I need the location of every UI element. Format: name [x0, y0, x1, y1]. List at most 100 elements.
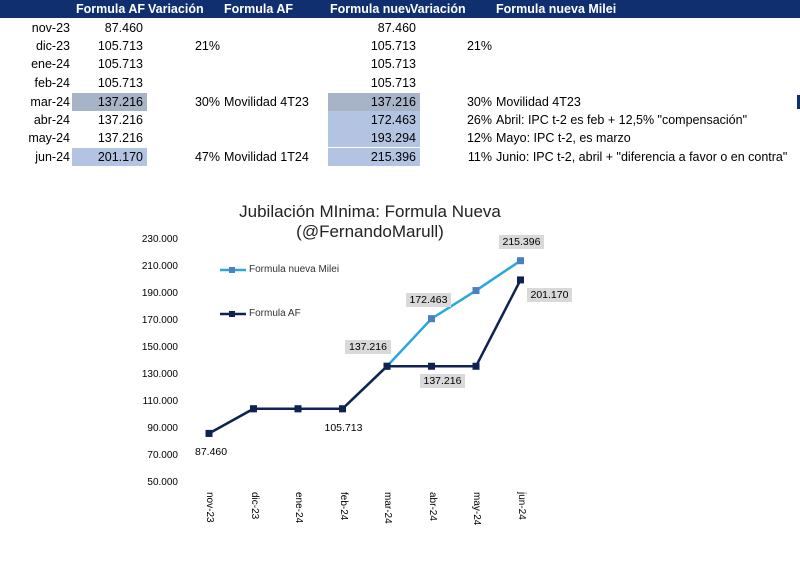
variacion-2-cell[interactable]: 21% — [466, 39, 492, 53]
date-cell[interactable]: may-24 — [28, 131, 70, 145]
y-tick-label: 190.000 — [141, 288, 178, 299]
x-tick-label: feb-24 — [337, 492, 349, 521]
date-cell[interactable]: jun-24 — [35, 150, 70, 164]
data-point-af[interactable] — [294, 405, 302, 413]
data-label: 137.216 — [419, 374, 466, 389]
scroll-edge-marker — [797, 95, 800, 109]
formula-af-cell[interactable]: 105.713 — [97, 76, 143, 90]
variacion-cell[interactable]: 30% — [194, 95, 220, 109]
variacion-cell[interactable]: 21% — [194, 39, 220, 53]
header-formula-af-2[interactable]: Formula AF — [224, 2, 293, 16]
formula-af-cell[interactable]: 105.713 — [97, 39, 143, 53]
x-tick-label: ene-24 — [293, 492, 304, 524]
x-tick-label: jun-24 — [515, 492, 527, 520]
legend-label-af: Formula AF — [249, 308, 301, 319]
x-tick-label: may-24 — [471, 492, 482, 526]
chart-subtitle: (@FernandoMarull) — [296, 222, 444, 241]
data-label: 137.216 — [345, 340, 391, 355]
legend-marker-af — [229, 311, 235, 317]
date-cell[interactable]: ene-24 — [31, 57, 70, 71]
y-tick-label: 90.000 — [147, 423, 178, 434]
x-tick-label: nov-23 — [204, 492, 215, 523]
date-cell[interactable]: mar-24 — [30, 95, 70, 109]
table-row: jun-24 201.170 47% Movilidad 1T24 215.39… — [0, 148, 800, 166]
note-2-cell[interactable]: Movilidad 4T23 — [496, 95, 581, 109]
formula-nueva-cell[interactable]: 215.396 — [328, 148, 420, 166]
date-cell[interactable]: dic-23 — [35, 39, 70, 53]
data-point-nueva[interactable] — [517, 257, 524, 265]
table-row: nov-23 87.460 87.460 — [0, 19, 800, 37]
data-point-nueva[interactable] — [472, 287, 480, 295]
date-cell[interactable]: abr-24 — [33, 113, 70, 127]
data-label: 172.463 — [405, 292, 452, 307]
line-chart[interactable]: Jubilación MInima: Formula Nueva (@Ferna… — [0, 190, 800, 570]
variacion-2-cell[interactable] — [462, 74, 492, 92]
variacion-2-cell[interactable]: 12% — [466, 131, 492, 145]
variacion-cell[interactable]: 47% — [194, 150, 220, 164]
variacion-2-cell[interactable]: 30% — [466, 95, 492, 109]
header-variacion[interactable]: Variación — [148, 2, 204, 16]
chart-title: Jubilación MInima: Formula Nueva — [239, 202, 501, 221]
variacion-2-cell[interactable]: 11% — [467, 150, 492, 164]
data-point-af[interactable] — [250, 405, 257, 413]
formula-nueva-cell[interactable]: 105.713 — [370, 39, 416, 53]
header-formula-af[interactable]: Formula AF — [76, 2, 145, 16]
header-formula-nueva[interactable]: Formula nueva Milei — [330, 2, 410, 16]
formula-af-cell[interactable]: 105.713 — [97, 57, 143, 71]
variacion-cell[interactable] — [190, 111, 220, 129]
x-tick-label: dic-23 — [248, 492, 260, 520]
data-label: 201.170 — [526, 287, 573, 302]
table-row: feb-24 105.713 105.713 — [0, 74, 800, 92]
legend-marker-nueva — [229, 267, 235, 273]
header-formula-nueva-2[interactable]: Formula nueva Milei — [496, 2, 617, 16]
variacion-cell[interactable] — [190, 129, 220, 147]
y-tick-label: 170.000 — [141, 315, 178, 326]
variacion-2-cell[interactable] — [462, 55, 492, 73]
note-2-cell[interactable]: Mayo: IPC t-2, es marzo — [496, 131, 631, 145]
date-cell[interactable]: nov-23 — [31, 21, 70, 35]
data-point-af[interactable] — [517, 276, 524, 284]
table-row: dic-23 105.713 21% 105.713 21% — [0, 37, 800, 55]
table-header: Formula AF Variación Formula AF Formula … — [0, 0, 800, 18]
x-tick-label: abr-24 — [426, 492, 438, 521]
variacion-cell[interactable] — [190, 74, 220, 92]
chart-plot — [205, 257, 524, 437]
formula-nueva-cell[interactable]: 87.460 — [377, 21, 416, 35]
data-point-af[interactable] — [339, 405, 346, 413]
data-label: 105.713 — [324, 421, 363, 434]
formula-af-cell[interactable]: 201.170 — [72, 148, 147, 166]
table-row: mar-24 137.216 30% Movilidad 4T23 137.21… — [0, 93, 800, 111]
variacion-cell[interactable] — [190, 19, 220, 37]
data-label: 215.396 — [498, 234, 545, 249]
date-cell[interactable]: feb-24 — [34, 76, 70, 90]
data-point-nueva[interactable] — [428, 315, 435, 323]
header-variacion-2[interactable]: Variación — [410, 2, 466, 16]
data-point-af[interactable] — [428, 362, 435, 370]
note-2-cell[interactable]: Junio: IPC t-2, abril + "diferencia a fa… — [496, 150, 788, 164]
variacion-cell[interactable] — [190, 55, 220, 73]
formula-af-cell[interactable]: 87.460 — [104, 21, 143, 35]
x-tick-label: mar-24 — [382, 492, 393, 524]
formula-nueva-cell[interactable]: 105.713 — [370, 57, 416, 71]
data-point-af[interactable] — [205, 429, 213, 437]
formula-af-cell[interactable]: 137.216 — [72, 93, 147, 111]
y-tick-label: 230.000 — [141, 234, 178, 245]
y-tick-label: 150.000 — [141, 342, 178, 353]
note-cell[interactable]: Movilidad 1T24 — [224, 150, 309, 164]
formula-af-cell[interactable]: 137.216 — [97, 131, 143, 145]
formula-nueva-cell[interactable]: 172.463 — [328, 111, 420, 129]
formula-nueva-cell[interactable]: 137.216 — [328, 93, 420, 111]
formula-af-cell[interactable]: 137.216 — [97, 113, 143, 127]
note-2-cell[interactable]: Abril: IPC t-2 es feb + 12,5% "compensac… — [496, 113, 748, 127]
data-label: 87.460 — [195, 446, 228, 459]
y-tick-label: 70.000 — [147, 450, 178, 461]
y-tick-label: 210.000 — [141, 261, 178, 272]
y-tick-label: 50.000 — [147, 477, 178, 488]
variacion-2-cell[interactable]: 26% — [466, 113, 492, 127]
variacion-2-cell[interactable] — [462, 19, 492, 37]
note-cell[interactable]: Movilidad 4T23 — [224, 95, 309, 109]
data-point-af[interactable] — [383, 362, 391, 370]
data-point-af[interactable] — [472, 362, 480, 370]
formula-nueva-cell[interactable]: 193.294 — [328, 129, 420, 147]
formula-nueva-cell[interactable]: 105.713 — [370, 76, 416, 90]
